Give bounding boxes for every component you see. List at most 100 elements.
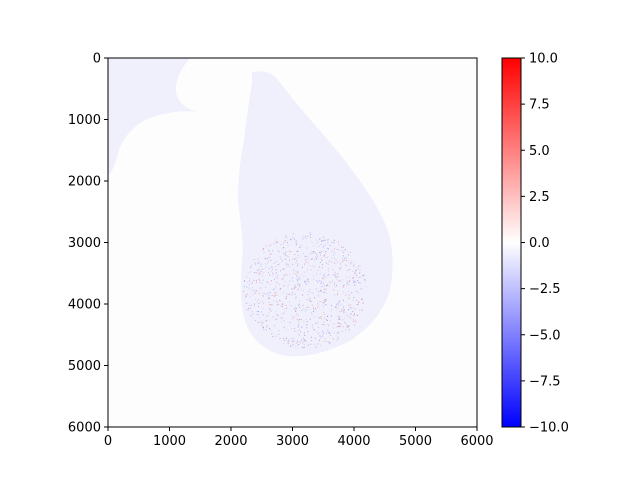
heatmap-speckle-cell [317, 306, 319, 308]
heatmap-speckle-cell [318, 295, 320, 297]
heatmap-speckle-cell [337, 261, 339, 263]
heatmap-speckle-cell [305, 309, 307, 311]
heatmap-speckle-cell [267, 258, 269, 260]
heatmap-speckle-cell [265, 320, 267, 322]
heatmap-speckle-cell [298, 322, 300, 323]
heatmap-speckle-cell [281, 321, 283, 323]
heatmap-speckle-cell [274, 287, 276, 289]
heatmap-speckle-cell [318, 316, 320, 318]
heatmap-speckle-cell [266, 325, 268, 327]
heatmap-speckle-cell [359, 282, 361, 284]
heatmap-speckle-cell [316, 254, 318, 256]
heatmap-speckle-cell [324, 254, 326, 256]
heatmap-speckle-cell [295, 270, 297, 272]
heatmap-speckle-cell [347, 325, 349, 327]
heatmap-speckle-cell [303, 235, 304, 237]
heatmap-speckle-cell [273, 262, 275, 264]
heatmap-speckle-cell [317, 332, 319, 334]
heatmap-speckle-cell [347, 251, 349, 253]
x-tick-label: 5000 [399, 434, 432, 449]
heatmap-speckle-cell [358, 303, 360, 305]
heatmap-speckle-cell [328, 270, 330, 272]
heatmap-speckle-cell [363, 301, 364, 303]
heatmap-speckle-cell [286, 242, 288, 244]
heatmap-speckle-cell [291, 338, 293, 340]
heatmap-speckle-cell [287, 342, 289, 344]
heatmap-speckle-cell [359, 272, 360, 274]
heatmap-speckle-cell [320, 290, 322, 292]
heatmap-speckle-cell [283, 252, 285, 254]
heatmap-speckle-cell [287, 340, 289, 342]
heatmap-speckle-cell [280, 317, 282, 319]
heatmap-speckle-cell [298, 300, 300, 302]
heatmap-speckle-cell [311, 336, 312, 338]
heatmap-speckle-cell [354, 281, 355, 283]
heatmap-speckle-cell [304, 281, 306, 283]
x-tick-label: 6000 [460, 434, 493, 449]
heatmap-speckle-cell [343, 317, 345, 319]
heatmap-speckle-cell [354, 284, 356, 286]
heatmap-speckle-cell [291, 288, 293, 290]
heatmap-speckle-cell [280, 305, 282, 307]
heatmap-speckle-cell [309, 297, 311, 299]
heatmap-speckle-cell [265, 287, 267, 289]
heatmap-speckle-cell [362, 302, 364, 304]
heatmap-speckle-cell [329, 281, 331, 283]
heatmap-speckle-cell [355, 290, 357, 292]
heatmap-speckle-cell [327, 316, 329, 317]
heatmap-speckle-cell [265, 293, 267, 295]
heatmap-speckle-cell [254, 259, 255, 260]
heatmap-speckle-cell [302, 237, 304, 239]
heatmap-speckle-cell [317, 294, 319, 296]
heatmap-speckle-cell [265, 258, 267, 260]
heatmap-speckle-cell [304, 311, 306, 313]
heatmap-speckle-cell [296, 257, 298, 259]
heatmap-speckle-cell [272, 272, 274, 274]
heatmap-speckle-cell [269, 245, 271, 247]
heatmap-speckle-cell [283, 320, 285, 322]
heatmap-speckle-cell [282, 292, 284, 293]
heatmap-speckle-cell [347, 280, 349, 282]
heatmap-speckle-cell [329, 332, 331, 334]
heatmap-speckle-cell [316, 288, 317, 290]
heatmap-speckle-cell [343, 291, 344, 293]
heatmap-speckle-cell [325, 319, 327, 321]
heatmap-speckle-cell [294, 330, 296, 332]
heatmap-speckle-cell [348, 315, 349, 317]
heatmap-speckle-cell [346, 265, 348, 266]
heatmap-speckle-cell [269, 308, 271, 310]
heatmap-speckle-cell [318, 291, 319, 293]
heatmap-speckle-cell [323, 324, 325, 326]
heatmap-speckle-cell [301, 310, 303, 312]
heatmap-speckle-cell [285, 296, 287, 298]
heatmap-speckle-cell [346, 283, 348, 285]
heatmap-speckle-cell [254, 272, 256, 274]
heatmap-speckle-cell [262, 314, 264, 316]
heatmap-speckle-cell [300, 273, 302, 275]
heatmap-speckle-cell [278, 251, 280, 253]
heatmap-speckle-cell [355, 270, 357, 271]
heatmap-speckle-cell [268, 249, 270, 251]
heatmap-speckle-cell [327, 242, 329, 244]
heatmap-speckle-cell [327, 239, 329, 241]
heatmap-speckle-cell [316, 309, 317, 311]
heatmap-speckle-cell [333, 294, 335, 296]
heatmap-speckle-cell [280, 244, 282, 245]
heatmap-speckle-cell [319, 289, 321, 291]
heatmap-speckle-cell [305, 340, 307, 342]
heatmap-speckle-cell [276, 291, 278, 293]
colorbar-tick-label: 5.0 [529, 144, 550, 159]
heatmap-speckle-cell [295, 342, 297, 344]
heatmap-speckle-cell [314, 308, 316, 310]
heatmap-speckle-cell [307, 258, 309, 260]
heatmap-speckle-cell [343, 259, 345, 261]
heatmap-speckle-cell [268, 294, 270, 296]
heatmap-speckle-cell [334, 252, 336, 254]
heatmap-speckle-cell [302, 238, 304, 240]
heatmap-speckle-cell [281, 260, 283, 262]
heatmap-speckle-cell [359, 272, 361, 274]
heatmap-speckle-cell [263, 251, 265, 253]
heatmap-speckle-cell [328, 325, 330, 327]
heatmap-speckle-cell [332, 269, 334, 271]
heatmap-speckle-cell [326, 247, 328, 249]
